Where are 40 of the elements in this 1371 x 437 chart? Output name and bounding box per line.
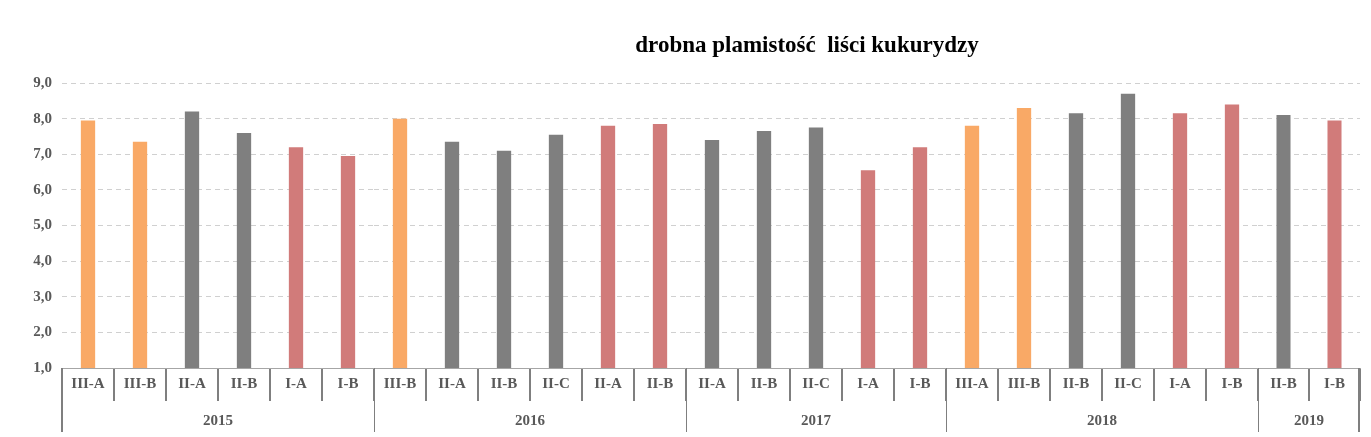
x-tick-label: I-A bbox=[857, 374, 879, 391]
x-tick-label: II-C bbox=[542, 374, 570, 391]
x-tick-label: II-A bbox=[178, 374, 206, 391]
x-axis-title: 2017 bbox=[801, 411, 832, 428]
chart-title: drobna plamistość liści kukurydzy bbox=[634, 31, 980, 57]
y-tick-label: 8,0 bbox=[33, 109, 52, 126]
x-axis-title: 2019 bbox=[1294, 411, 1324, 428]
x-tick-label: I-B bbox=[1324, 374, 1345, 391]
y-tick-label: 4,0 bbox=[33, 252, 52, 268]
y-tick-label: 7,0 bbox=[33, 145, 52, 162]
x-axis-title: 2016 bbox=[515, 411, 546, 428]
x-tick-label: II-C bbox=[802, 374, 830, 391]
x-tick-label: II-B bbox=[646, 374, 674, 391]
x-tick-label: I-B bbox=[909, 374, 931, 391]
x-tick-label: III-B bbox=[1007, 374, 1041, 391]
x-tick-label: II-B bbox=[1062, 374, 1090, 391]
x-tick-label: III-A bbox=[71, 374, 105, 391]
y-tick-label: 9,0 bbox=[33, 73, 52, 90]
y-tick-label: 6,0 bbox=[33, 180, 52, 197]
x-tick-label: II-B bbox=[490, 374, 518, 391]
x-tick-label: II-B bbox=[750, 374, 778, 391]
x-tick-label: I-B bbox=[337, 374, 359, 391]
x-tick-label: I-A bbox=[1169, 374, 1191, 391]
y-tick-label: 5,0 bbox=[33, 216, 52, 233]
x-axis-title: 2018 bbox=[1087, 411, 1117, 428]
y-tick-label: 2,0 bbox=[33, 323, 52, 340]
y-tick-label: 1,0 bbox=[33, 358, 52, 375]
x-tick-label: II-C bbox=[1114, 374, 1142, 391]
x-tick-label: II-A bbox=[594, 374, 622, 391]
x-tick-label: III-B bbox=[383, 374, 417, 391]
x-axis-title: 2015 bbox=[203, 411, 233, 428]
y-tick-label: 3,0 bbox=[33, 287, 52, 304]
x-tick-label: II-A bbox=[438, 374, 466, 391]
x-tick-label: I-B bbox=[1221, 374, 1243, 391]
x-tick-label: I-A bbox=[285, 374, 307, 391]
x-tick-label: II-B bbox=[230, 374, 258, 391]
x-tick-label: III-B bbox=[123, 374, 157, 391]
x-tick-label: III-A bbox=[955, 374, 989, 391]
x-tick-label: II-B bbox=[1270, 374, 1297, 391]
x-tick-label: II-A bbox=[698, 374, 726, 391]
